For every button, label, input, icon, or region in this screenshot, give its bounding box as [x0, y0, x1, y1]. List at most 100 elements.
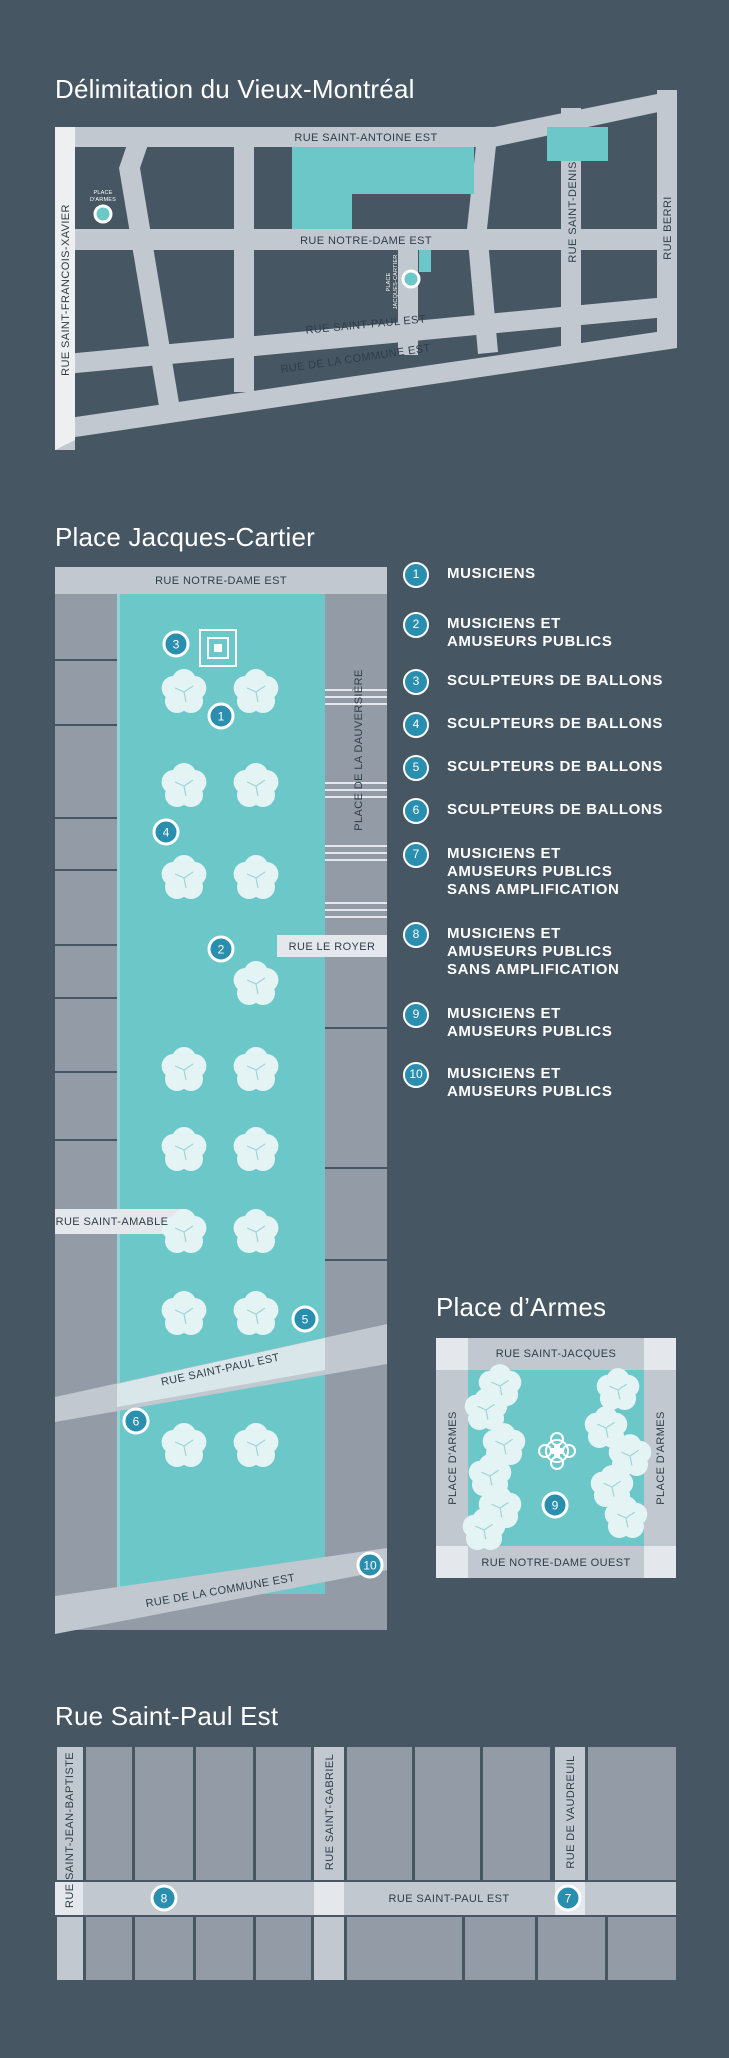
tree-icon — [482, 1423, 526, 1465]
street-saint-paul: RUE SAINT-PAUL EST — [305, 313, 426, 336]
legend-item: 9 MUSICIENS ET AMUSEURS PUBLICS — [403, 1002, 613, 1041]
map3-title: Place d’Armes — [436, 1292, 607, 1322]
marker-1[interactable]: 1 — [207, 702, 235, 730]
marker-7[interactable]: 7 — [554, 1884, 582, 1912]
legend-item: 8 MUSICIENS ET AMUSEURS PUBLICS SANS AMP… — [403, 922, 620, 979]
tree-icon — [462, 1508, 506, 1550]
marker-5[interactable]: 5 — [291, 1305, 319, 1333]
marker-9[interactable]: 9 — [541, 1491, 569, 1519]
legend-text: SCULPTEURS DE BALLONS — [447, 801, 663, 818]
marker-label: 1 — [218, 710, 225, 724]
label-place-armes-1: PLACE — [93, 190, 112, 196]
tree-icon — [161, 669, 207, 713]
legend-item: 4 SCULPTEURS DE BALLONS — [403, 712, 663, 738]
legend-badge: 2 — [403, 612, 429, 638]
legend-text: MUSICIENS ET AMUSEURS PUBLICS SANS AMPLI… — [447, 925, 620, 978]
street-saint-antoine: RUE SAINT-ANTOINE EST — [294, 132, 437, 144]
legend-badge: 3 — [403, 669, 429, 695]
tree-icon — [161, 1047, 207, 1091]
label-place-armes-2: D'ARMES — [90, 197, 116, 203]
marker-label: 8 — [161, 1892, 168, 1906]
legend-badge: 5 — [403, 755, 429, 781]
tree-icon — [468, 1454, 512, 1496]
street-dauversiere: PLACE DE LA DAUVERSIÈRE — [352, 669, 365, 830]
street-saint-denis: RUE SAINT-DENIS — [567, 161, 579, 262]
tree-icon — [233, 1291, 279, 1335]
street-saint-paul-est: RUE SAINT-PAUL EST — [389, 1893, 510, 1905]
tree-icon — [584, 1406, 628, 1448]
tree-icon — [161, 1423, 207, 1467]
map2-title: Place Jacques-Cartier — [55, 522, 315, 552]
tree-icon — [233, 669, 279, 713]
legend-text: MUSICIENS ET AMUSEURS PUBLICS SANS AMPLI… — [447, 845, 620, 898]
legend-text: MUSICIENS — [447, 565, 536, 582]
tree-icon — [233, 763, 279, 807]
street-saint-jacques: RUE SAINT-JACQUES — [496, 1348, 617, 1360]
legend-item: 6 SCULPTEURS DE BALLONS — [403, 798, 663, 824]
tree-icon — [233, 855, 279, 899]
map4-title: Rue Saint-Paul Est — [55, 1701, 279, 1731]
legend-text: SCULPTEURS DE BALLONS — [447, 715, 663, 732]
legend-badge: 9 — [403, 1002, 429, 1028]
marker-3[interactable]: 3 — [162, 630, 190, 658]
legend-badge: 1 — [403, 562, 429, 588]
legend-badge: 4 — [403, 712, 429, 738]
legend-item: 7 MUSICIENS ET AMUSEURS PUBLICS SANS AMP… — [403, 842, 620, 899]
street-saint-paul-jc: RUE SAINT-PAUL EST — [160, 1352, 281, 1389]
tree-icon — [464, 1388, 508, 1430]
street-commune-jc: RUE DE LA COMMUNE EST — [145, 1572, 296, 1610]
tree-icon — [161, 763, 207, 807]
marker-4[interactable]: 4 — [152, 818, 180, 846]
marker-10[interactable]: 10 — [356, 1551, 384, 1579]
street-notre-dame: RUE NOTRE-DAME EST — [300, 235, 432, 247]
place-jacques-cartier-map: RUE NOTRE-DAME EST PLACE DE LA DAUVERSIÈ… — [55, 567, 387, 1634]
tree-icon — [608, 1434, 652, 1476]
map1-title: Délimitation du Vieux-Montréal — [55, 74, 415, 104]
tree-icon — [590, 1465, 634, 1507]
marker-label: 3 — [173, 638, 180, 652]
marker-label: 9 — [552, 1499, 559, 1513]
street-berri: RUE BERRI — [662, 196, 674, 260]
street-place-armes-left: PLACE D'ARMES — [447, 1411, 459, 1505]
legend-item: 1 MUSICIENS — [403, 562, 536, 588]
marker-label: 10 — [363, 1559, 377, 1573]
tree-icon — [233, 1423, 279, 1467]
street-notre-dame-ouest: RUE NOTRE-DAME OUEST — [481, 1557, 630, 1569]
marker-8[interactable]: 8 — [150, 1884, 178, 1912]
legend-text: MUSICIENS ET AMUSEURS PUBLICS — [447, 1005, 613, 1040]
label-place-jc-2: JACQUES-CARTIER — [393, 255, 399, 310]
tree-icon — [161, 1209, 207, 1253]
tree-icon — [604, 1496, 648, 1538]
street-le-royer: RUE LE ROYER — [289, 941, 376, 953]
marker-6[interactable]: 6 — [122, 1407, 150, 1435]
legend-text: MUSICIENS ET AMUSEURS PUBLICS — [447, 1065, 613, 1100]
label-place-jc-1: PLACE — [386, 272, 392, 291]
legend-text: SCULPTEURS DE BALLONS — [447, 758, 663, 775]
street-saint-amable: RUE SAINT-AMABLE — [56, 1216, 169, 1228]
legend-item: 10 MUSICIENS ET AMUSEURS PUBLICS — [403, 1062, 613, 1101]
marker-label: 2 — [218, 943, 225, 957]
marker-label: 6 — [133, 1415, 140, 1429]
legend-item: 3 SCULPTEURS DE BALLONS — [403, 669, 663, 695]
street-commune: RUE DE LA COMMUNE EST — [280, 342, 432, 376]
marker-label: 4 — [163, 826, 170, 840]
tree-icon — [233, 1127, 279, 1171]
tree-icon — [233, 961, 279, 1005]
legend-badge: 6 — [403, 798, 429, 824]
legend-item: 5 SCULPTEURS DE BALLONS — [403, 755, 663, 781]
tree-icon — [478, 1364, 522, 1406]
marker-label: 7 — [565, 1892, 572, 1906]
marker-2[interactable]: 2 — [207, 935, 235, 963]
street-notre-dame-jc: RUE NOTRE-DAME EST — [155, 575, 287, 587]
street-saint-jean-baptiste: RUE SAINT-JEAN-BAPTISTE — [64, 1752, 76, 1908]
rue-saint-paul-map: RUE SAINT-JEAN-BAPTISTE RUE SAINT-GABRIE… — [53, 1747, 676, 1980]
legend-text: SCULPTEURS DE BALLONS — [447, 672, 663, 689]
tree-icon — [233, 1047, 279, 1091]
tree-icon — [161, 1127, 207, 1171]
street-place-armes-right: PLACE D'ARMES — [655, 1411, 667, 1505]
legend-badge: 7 — [403, 842, 429, 868]
street-saint-gabriel: RUE SAINT-GABRIEL — [324, 1754, 336, 1870]
tree-icon — [161, 855, 207, 899]
place-darmes-map: RUE SAINT-JACQUES RUE NOTRE-DAME OUEST P… — [436, 1338, 676, 1578]
